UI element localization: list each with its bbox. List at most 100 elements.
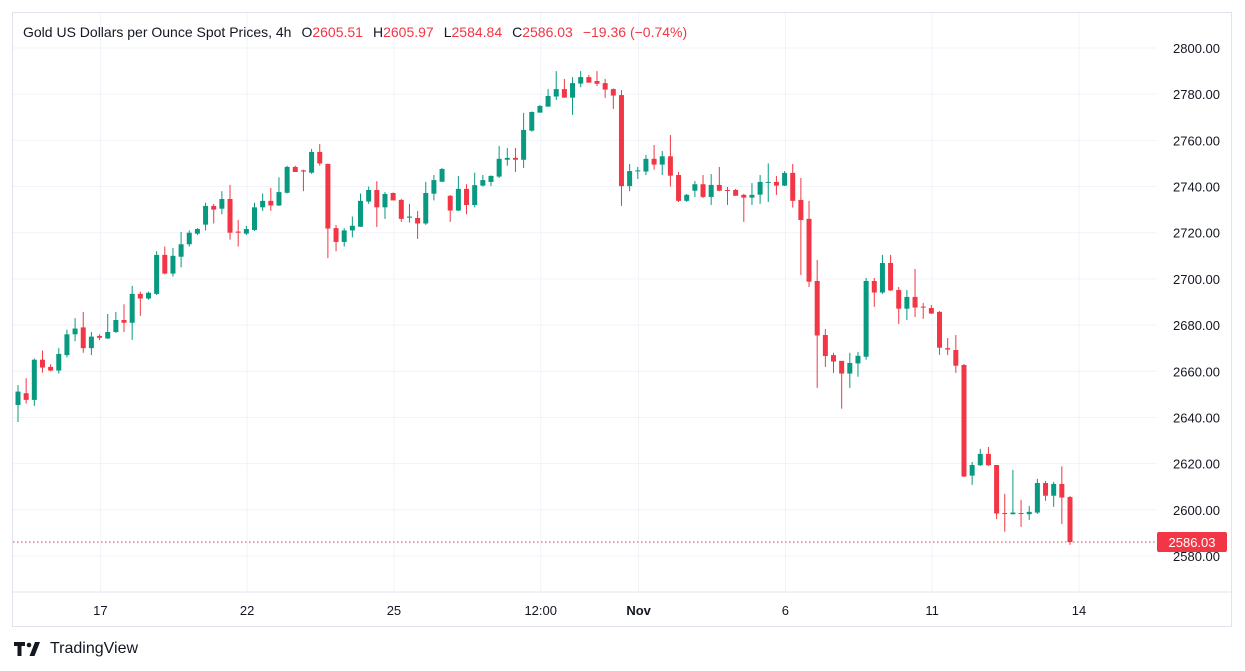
candle-body bbox=[39, 359, 45, 368]
candle-body bbox=[561, 89, 567, 98]
candle-body bbox=[773, 181, 779, 186]
candle-body bbox=[545, 96, 551, 107]
candle-body bbox=[627, 171, 633, 187]
candle-down bbox=[97, 334, 103, 341]
candle-body bbox=[276, 192, 282, 206]
candle-down bbox=[39, 350, 45, 373]
close-value: 2586.03 bbox=[522, 24, 573, 40]
candle-down bbox=[888, 254, 894, 291]
candle-body bbox=[920, 306, 926, 308]
candle-down bbox=[268, 187, 274, 211]
candle-body bbox=[1051, 483, 1057, 496]
candle-body bbox=[977, 453, 983, 466]
candle-body bbox=[341, 230, 347, 242]
candle-up bbox=[88, 332, 94, 356]
candle-body bbox=[235, 231, 241, 233]
candle-body bbox=[578, 77, 584, 84]
candle-up bbox=[537, 105, 543, 113]
candle-body bbox=[570, 83, 576, 98]
candle-up bbox=[1026, 505, 1032, 520]
candle-body bbox=[757, 181, 763, 195]
candle-body bbox=[88, 336, 94, 349]
candle-up bbox=[1051, 481, 1057, 507]
candle-body bbox=[390, 193, 396, 201]
candle-body bbox=[659, 156, 665, 165]
last-price-badge bbox=[1157, 532, 1227, 553]
candle-down bbox=[798, 177, 804, 275]
candle-body bbox=[969, 465, 975, 476]
candle-body bbox=[423, 193, 429, 224]
candle-body bbox=[162, 254, 168, 274]
candle-body bbox=[994, 465, 1000, 514]
candle-body bbox=[814, 280, 820, 336]
candle-down bbox=[398, 199, 404, 222]
candle-body bbox=[822, 335, 828, 357]
candle-down bbox=[790, 163, 796, 208]
candle-up bbox=[545, 89, 551, 107]
candle-down bbox=[447, 195, 453, 222]
candle-up bbox=[72, 318, 78, 342]
x-tick-label: 22 bbox=[240, 603, 254, 618]
candle-body bbox=[349, 225, 355, 231]
candle-body bbox=[145, 292, 151, 299]
candle-down bbox=[464, 184, 470, 215]
candle-down bbox=[610, 88, 616, 109]
candle-body bbox=[985, 453, 991, 466]
candle-body bbox=[1026, 511, 1032, 515]
candle-up bbox=[358, 193, 364, 227]
low-label: L bbox=[443, 24, 452, 40]
candle-up bbox=[684, 193, 690, 203]
candle-down bbox=[235, 220, 241, 247]
candle-up bbox=[455, 175, 461, 212]
candle-body bbox=[724, 190, 730, 192]
candle-down bbox=[586, 75, 592, 83]
candle-body bbox=[684, 194, 690, 201]
candle-down bbox=[961, 363, 967, 478]
candle-down bbox=[937, 310, 943, 355]
candle-body bbox=[928, 307, 934, 314]
candle-up bbox=[194, 228, 200, 236]
close-label: C bbox=[512, 24, 523, 40]
tradingview-logo[interactable]: TradingView bbox=[14, 640, 138, 658]
candle-up bbox=[349, 216, 355, 238]
candle-body bbox=[48, 366, 54, 371]
candle-up bbox=[178, 232, 184, 268]
candle-body bbox=[129, 293, 135, 323]
candle-up bbox=[969, 462, 975, 485]
candle-body bbox=[700, 184, 706, 197]
candle-up bbox=[284, 165, 290, 194]
candle-down bbox=[561, 78, 567, 98]
candle-body bbox=[398, 199, 404, 219]
candle-up bbox=[1010, 469, 1016, 515]
candle-body bbox=[382, 193, 388, 208]
y-tick-label: 2680.00 bbox=[1173, 318, 1220, 333]
candle-body bbox=[1002, 513, 1008, 515]
candle-body bbox=[415, 217, 421, 224]
candle-body bbox=[512, 157, 518, 160]
candle-body bbox=[871, 280, 877, 293]
candle-up bbox=[219, 191, 225, 215]
candle-body bbox=[260, 200, 266, 208]
candle-up bbox=[366, 186, 372, 204]
candle-body bbox=[749, 194, 755, 198]
candle-down bbox=[839, 360, 845, 409]
candle-body bbox=[610, 89, 616, 96]
candle-body bbox=[1010, 512, 1016, 515]
candle-body bbox=[806, 218, 812, 282]
candle-up bbox=[847, 352, 853, 388]
candle-body bbox=[455, 188, 461, 211]
candle-body bbox=[651, 158, 657, 165]
candle-up bbox=[276, 177, 282, 206]
candle-down bbox=[80, 311, 86, 353]
candle-body bbox=[782, 172, 788, 186]
candle-body bbox=[676, 174, 682, 201]
candle-up bbox=[659, 150, 665, 175]
candle-down bbox=[317, 144, 323, 166]
candle-body bbox=[553, 89, 559, 97]
candle-body bbox=[80, 327, 86, 349]
x-tick-label: 17 bbox=[93, 603, 107, 618]
candle-body bbox=[504, 157, 510, 160]
y-tick-label: 2660.00 bbox=[1173, 364, 1220, 379]
candle-body bbox=[879, 262, 885, 293]
